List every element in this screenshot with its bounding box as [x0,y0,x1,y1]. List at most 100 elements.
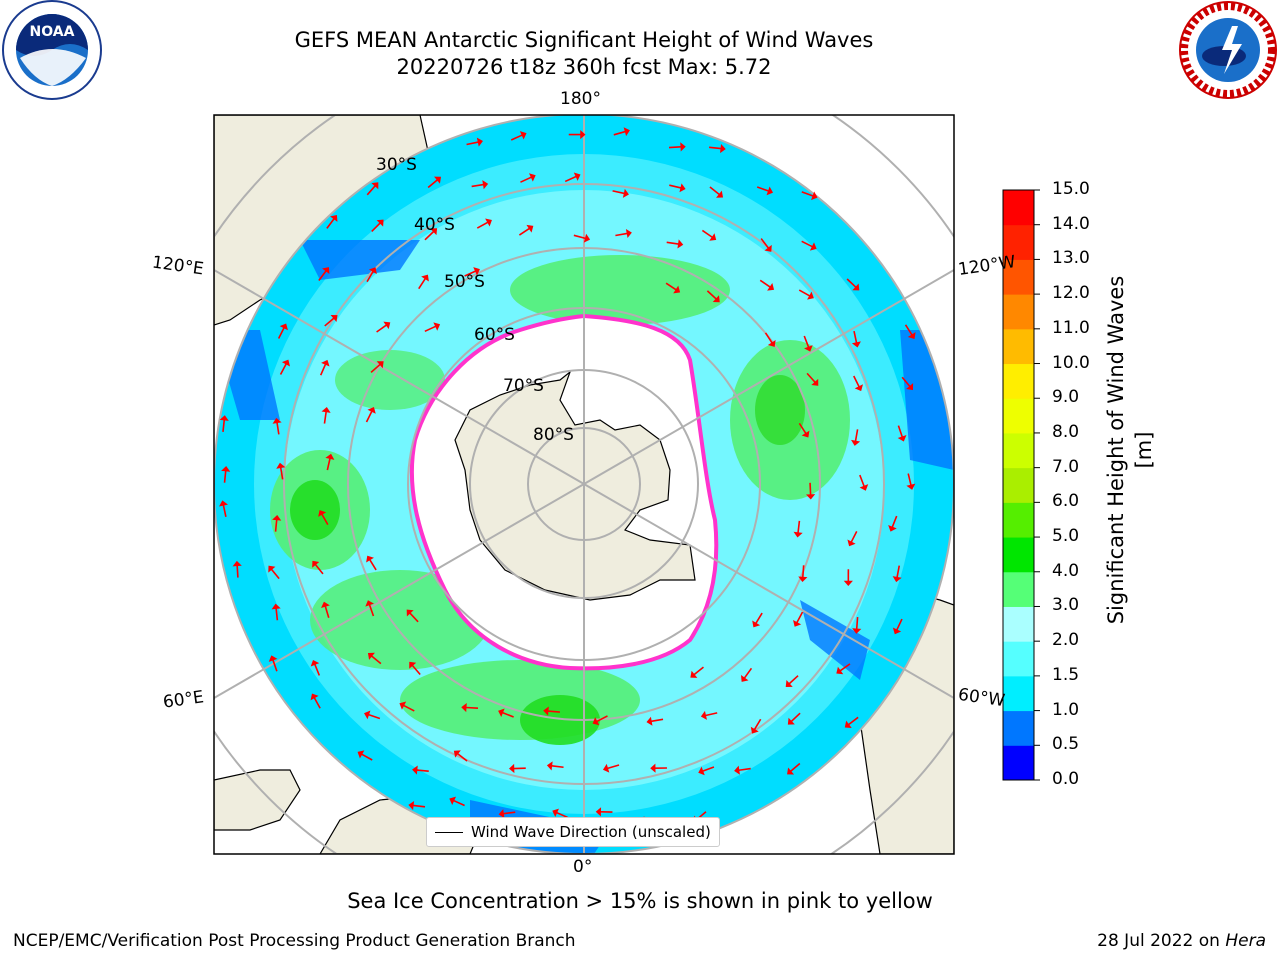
wave-direction-arrow [272,659,278,672]
wave-direction-arrowhead [509,763,515,774]
noaa-logo-text: NOAA [30,24,75,40]
colorbar-tick-label: 6.0 [1052,491,1080,512]
wave-direction-arrowhead [602,763,610,773]
wave-direction-arrowhead [268,565,276,573]
wave-direction-arrow [665,282,677,291]
wave-direction-arrowhead [787,767,795,775]
wave-direction-arrowhead [498,708,505,718]
map-frame [213,114,955,855]
map-title: GEFS MEAN Antarctic Significant Height o… [294,28,874,52]
wave-direction-arrowhead [625,228,632,239]
wave-direction-arrowhead [433,322,441,331]
wave-direction-arrow [803,335,810,348]
wave-direction-arrow [896,618,903,631]
wave-direction-arrow [907,473,912,486]
wave-direction-arrow [764,332,773,344]
wave-direction-arrowhead [680,142,686,152]
wave-direction-arrowhead [892,576,902,583]
wave-direction-arrow [520,176,532,183]
wave-direction-arrowhead [709,233,717,241]
wave-direction-arrow [855,617,859,630]
wave-direction-arrowhead [712,295,720,303]
wave-direction-arrowhead [272,514,282,521]
wave-direction-arrowhead [552,808,559,818]
wave-direction-arrow [326,458,331,471]
wave-direction-arrowhead [543,706,549,716]
wave-direction-arrowhead [811,378,819,386]
wave-direction-arrow [709,186,720,196]
legend-label: Wind Wave Direction (unscaled) [471,823,711,841]
wave-direction-arrow [709,146,722,150]
wave-direction-arrowhead [312,560,320,568]
wave-direction-arrow [753,718,762,730]
footer-system: Hera [1225,931,1266,951]
wave-direction-arrowhead [406,609,414,617]
wave-direction-arrow [276,422,280,435]
colorbar-tick-label: 2.0 [1052,630,1080,651]
lat-label-70s: 70°S [503,376,544,396]
wave-direction-arrow [453,799,465,807]
wave-direction-arrow [471,183,484,188]
wave-direction-arrowhead [698,766,705,776]
land-africa [214,769,301,831]
wave-direction-arrow [668,146,682,149]
wave-direction-arrowhead [310,693,319,701]
wave-direction-arrow [502,711,514,718]
wave-direction-arrow [702,766,715,772]
wave-direction-arrow [897,425,904,438]
wave-direction-arrow [809,482,812,495]
wave-direction-arrowhead [793,619,802,627]
wave-direction-arrowhead [852,283,860,291]
wave-direction-arrowhead [764,244,772,252]
legend-line-swatch [435,831,463,833]
wave-direction-arrowhead [888,525,897,532]
wave-direction-arrowhead [583,233,591,243]
colorbar-segment [1003,537,1034,573]
colorbar-tick-label: 8.0 [1052,421,1080,442]
wave-direction-arrow [853,330,858,344]
wave-direction-arrow [564,175,577,183]
colorbar-tick-label: 1.5 [1052,664,1080,685]
wave-direction-arrow [368,713,381,720]
wave-direction-arrowhead [272,417,282,424]
wave-direction-arrowhead [322,267,330,275]
lat-label-30s: 30°S [376,155,417,175]
wave-direction-arrow [366,270,374,283]
lat-label-60s: 60°S [474,325,515,345]
wave-direction-arrow [896,565,901,578]
wave-direction-arrow [850,531,858,543]
wave-direction-arrow [236,565,239,578]
wave-direction-arrow [705,712,718,717]
wave-direction-arrowhead [811,191,818,201]
wave-direction-arrowhead [700,710,707,720]
land-antarctica [454,370,696,601]
wave-blob-pacific [510,255,730,325]
wave-direction-arrow [223,470,227,483]
wave-direction-arrowhead [897,435,907,442]
wave-direction-arrowhead [836,666,844,675]
wave-direction-arrowhead [805,494,816,500]
wave-direction-arrowhead [622,188,629,198]
colorbar-tick-label: 10.0 [1052,352,1090,373]
wave-direction-arrow [901,376,911,387]
wave-direction-arrow [371,655,382,665]
wave-direction-arrow [365,410,373,423]
wave-direction-arrow [607,764,620,770]
wave-direction-arrowhead [844,720,852,728]
colorbar-segment [1003,190,1034,226]
wave-direction-arrowhead [580,129,586,140]
wave-direction-arrowhead [279,323,288,331]
wave-direction-arrowhead [482,180,489,190]
wave-direction-arrow [669,184,682,189]
wave-direction-arrow [270,568,280,580]
wave-direction-arrow [318,270,327,281]
lon-label-0: 0° [573,857,593,877]
wave-direction-arrow [412,804,426,808]
colorbar-segment [1003,571,1034,607]
wave-direction-arrow [409,612,419,623]
colorbar-segment [1003,745,1034,781]
wave-direction-arrowhead [807,291,814,300]
wave-direction-arrowhead [750,726,759,734]
wave-direction-arrow [324,317,335,327]
wave-direction-arrow [314,664,321,676]
